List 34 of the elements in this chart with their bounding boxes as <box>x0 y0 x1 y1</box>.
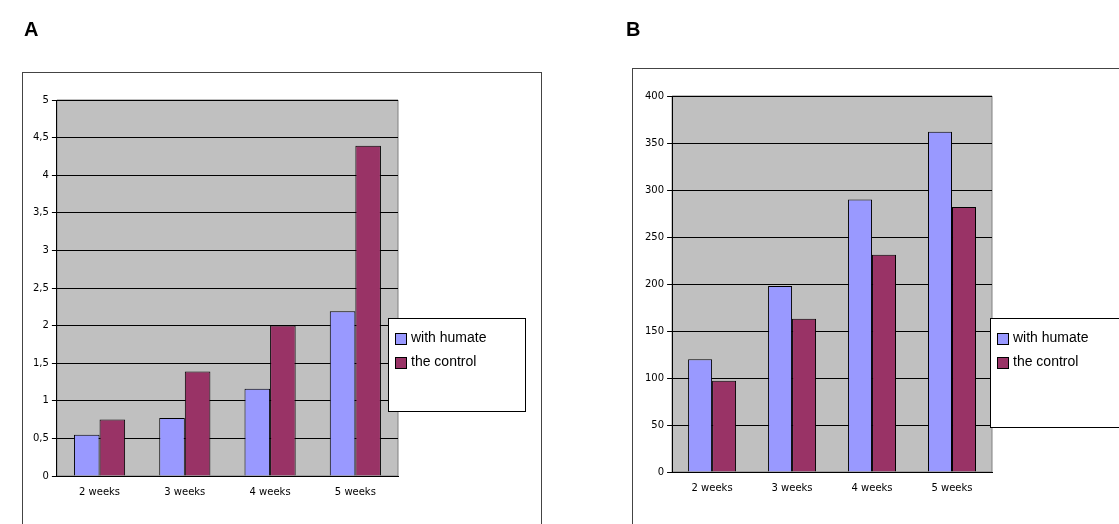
y-tick-label: 50 <box>651 418 665 430</box>
chart-title: A <box>24 18 39 41</box>
y-tick-label: 2,5 <box>33 281 49 293</box>
x-tick-label: 5 weeks <box>334 485 376 497</box>
legend-label: with humate <box>411 329 488 345</box>
y-tick-label: 300 <box>644 183 665 195</box>
y-tick-label: 100 <box>644 371 665 383</box>
x-tick-label: 3 weeks <box>771 481 813 493</box>
y-tick-label: 150 <box>644 324 665 336</box>
y-tick-label: 3,5 <box>33 206 49 218</box>
x-tick-label: 5 weeks <box>931 481 973 493</box>
legend-label: with humate <box>1013 329 1090 345</box>
x-tick-label: 4 weeks <box>851 481 893 493</box>
x-tick-label: 2 weeks <box>79 485 121 497</box>
y-tick-label: 1,5 <box>33 356 49 368</box>
y-tick-label: 250 <box>644 230 665 242</box>
legend-label: the control <box>1013 353 1080 369</box>
y-tick-label: 4 <box>42 168 49 180</box>
y-tick-label: 1 <box>42 394 49 406</box>
y-tick-label: 0,5 <box>33 431 49 443</box>
x-tick-label: 4 weeks <box>249 485 291 497</box>
y-tick-label: 400 <box>644 89 665 101</box>
y-tick-label: 3 <box>42 243 49 255</box>
y-tick-label: 350 <box>644 136 665 148</box>
y-tick-label: 5 <box>42 93 49 105</box>
y-tick-label: 2 <box>42 319 49 331</box>
y-tick-label: 4,5 <box>33 131 49 143</box>
x-tick-label: 2 weeks <box>691 481 733 493</box>
x-tick-label: 3 weeks <box>164 485 206 497</box>
chart-title: B <box>626 18 641 41</box>
y-tick-label: 0 <box>657 465 665 477</box>
y-tick-label: 200 <box>644 277 665 289</box>
y-tick-label: 0 <box>42 469 49 481</box>
legend-label: the control <box>411 353 478 369</box>
